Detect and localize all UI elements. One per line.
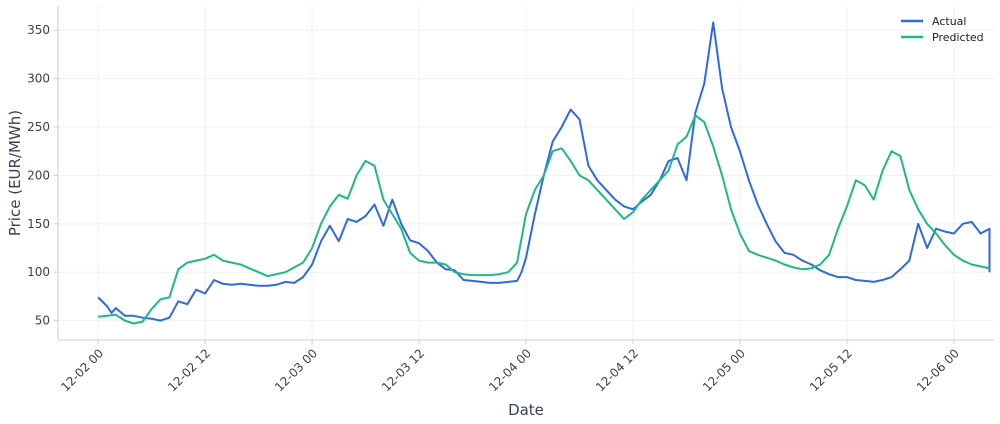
x-tick-label: 12-04 12 [593, 346, 641, 394]
x-tick-label: 12-02 12 [165, 346, 213, 394]
x-tick-label: 12-05 12 [807, 346, 855, 394]
y-axis-label: Price (EUR/MWh) [6, 110, 24, 236]
y-tick-label: 300 [27, 72, 50, 86]
x-tick-label: 12-03 12 [379, 346, 427, 394]
y-tick-label: 50 [35, 314, 50, 328]
x-tick-label: 12-06 00 [914, 346, 962, 394]
y-tick-label: 350 [27, 23, 50, 37]
grid-lines [58, 6, 994, 340]
legend-label-predicted: Predicted [932, 31, 984, 44]
legend-label-actual: Actual [932, 15, 966, 28]
y-tick-label: 100 [27, 265, 50, 279]
x-axis-label: Date [508, 401, 544, 419]
series-line-actual [97, 21, 991, 322]
axes [54, 6, 994, 344]
plot-area [97, 21, 991, 325]
x-tick-label: 12-02 00 [58, 346, 106, 394]
x-tick-label: 12-05 00 [700, 346, 748, 394]
x-tick-label: 12-04 00 [486, 346, 534, 394]
y-tick-label: 150 [27, 217, 50, 231]
legend: Actual Predicted [901, 15, 984, 44]
y-tick-label: 200 [27, 168, 50, 182]
x-tick-label: 12-03 00 [272, 346, 320, 394]
y-tick-label: 250 [27, 120, 50, 134]
series-line-predicted [97, 114, 990, 325]
